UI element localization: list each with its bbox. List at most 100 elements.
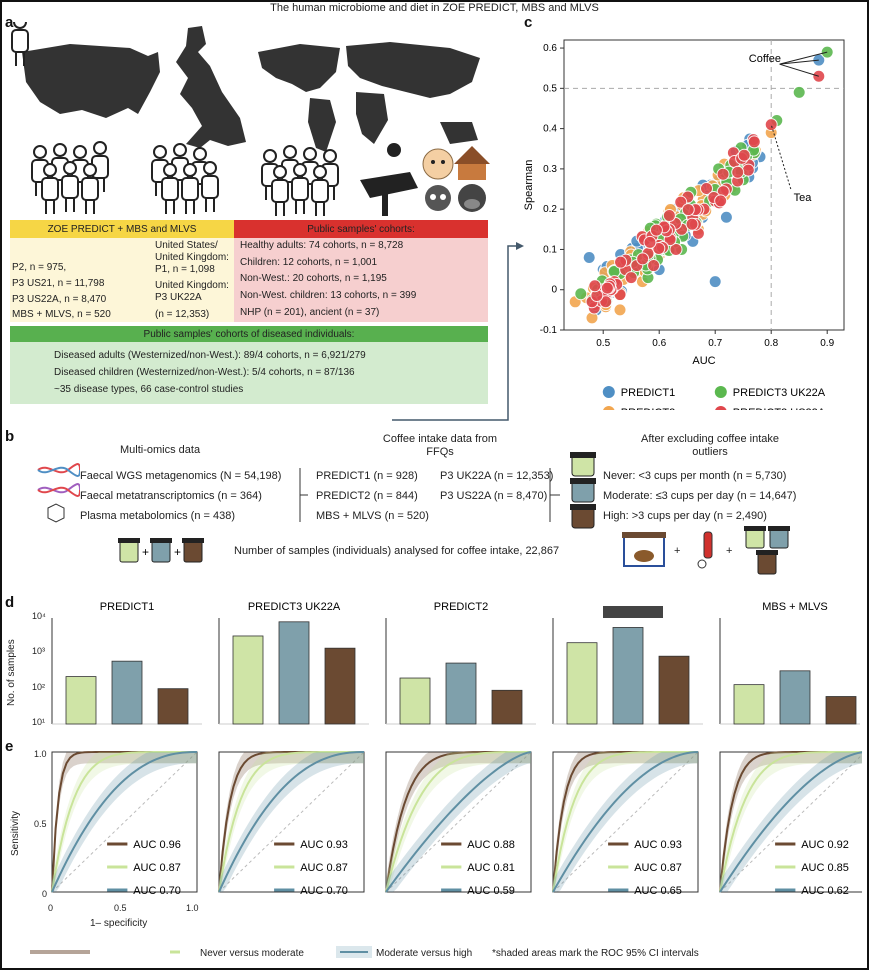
- scatter-point: [647, 259, 661, 273]
- coffee-title-2: FFQs: [426, 446, 454, 458]
- coffee-cups-group-icon: [744, 526, 790, 575]
- x-axis-label: AUC: [692, 355, 715, 367]
- bar-chart-title: MBS + MLVS: [762, 601, 828, 613]
- panel-e-letter: e: [5, 738, 14, 755]
- roc-legend-label: AUC 0.93: [634, 839, 682, 851]
- scatter-point: [643, 235, 657, 249]
- scatter-axes: [563, 39, 845, 331]
- bar: [232, 635, 264, 725]
- excl-line: High: >3 cups per day (n = 2,490): [603, 510, 767, 522]
- roc-xtick: 0: [48, 903, 54, 913]
- public-header-box: [234, 220, 488, 238]
- stool-sample-icon: [622, 532, 666, 567]
- world-map-icon: [258, 42, 480, 152]
- scatter-point: [737, 148, 751, 162]
- zoe-line: United Kingdom:: [155, 252, 229, 263]
- bar: [111, 660, 143, 725]
- x-tick-label: 0.9: [820, 338, 834, 349]
- roc-legend-label: AUC 0.88: [467, 839, 515, 851]
- bar: [278, 621, 310, 725]
- roc-legend-label: AUC 0.81: [467, 862, 515, 874]
- roc-curve: [719, 751, 862, 893]
- roc-ci-band: [720, 752, 862, 892]
- bar-ytick: 10³: [32, 646, 46, 656]
- legend-label: PREDICT3 UK22A: [733, 387, 826, 399]
- bar-ytick: 10⁴: [32, 611, 46, 621]
- roc-xtick: 1.0: [186, 903, 199, 913]
- y-tick-label: 0: [551, 285, 557, 296]
- x-tick-label: 0.8: [764, 338, 778, 349]
- bar: [399, 677, 431, 725]
- scatter-point: [574, 287, 588, 301]
- scatter-point: [613, 303, 627, 317]
- bar: [779, 670, 811, 725]
- roc-legend-label: AUC 0.85: [801, 862, 849, 874]
- tea-pointer: [770, 124, 792, 190]
- coffee-line: PREDICT1 (n = 928): [316, 470, 418, 482]
- roc-curve: [218, 751, 364, 893]
- cup-sum-icon: + +: [118, 538, 204, 563]
- coffee-line: P3 US22A (n = 8,470): [440, 490, 548, 502]
- scatter-point: [747, 135, 761, 149]
- diseased-line: ~35 disease types, 66 case-control studi…: [54, 384, 244, 395]
- diseased-box: [10, 342, 488, 404]
- scatter-point: [600, 281, 614, 295]
- legend-marker: [714, 386, 727, 398]
- x-tick-label: 0.6: [652, 338, 666, 349]
- roc-curve: [385, 751, 532, 893]
- scatter-point: [741, 163, 755, 177]
- scatter-point: [588, 279, 602, 293]
- x-tick-label: 0.7: [708, 338, 722, 349]
- legend-swatches: [30, 950, 180, 954]
- figure-title: The human microbiome and diet in ZOE PRE…: [270, 2, 599, 14]
- bar: [825, 696, 857, 725]
- bar: [445, 662, 477, 725]
- skull-icon: [425, 185, 451, 211]
- roc-xtick: 0.5: [114, 903, 127, 913]
- multiomics-line: Faecal metatranscriptomics (n = 364): [80, 490, 262, 502]
- roc-curve: [385, 751, 532, 893]
- zoe-header-box: [10, 220, 234, 238]
- roc-legend-label: AUC 0.87: [133, 862, 181, 874]
- zoe-line: (n = 12,353): [155, 309, 210, 320]
- roc-legend-label: AUC 0.59: [467, 885, 515, 897]
- roc-xlabel: 1– specificity: [90, 918, 148, 929]
- roc-legend-label: AUC 0.70: [133, 885, 181, 897]
- bar: [157, 688, 189, 725]
- bar-chart-title: PREDICT3 UK22A: [248, 601, 341, 613]
- scatter-point: [582, 251, 596, 264]
- roc-legend-label: AUC 0.87: [634, 862, 682, 874]
- panel-d-letter: d: [5, 594, 15, 611]
- diseased-line: Diseased adults (Westernized/non-West.):…: [54, 350, 366, 361]
- dentist-icon: [360, 143, 418, 216]
- bar: [65, 676, 97, 725]
- scatter-point: [636, 252, 650, 266]
- us-map-icon: [22, 44, 160, 118]
- roc-legend-label: AUC 0.92: [801, 839, 849, 851]
- coffee-pointer: [779, 59, 819, 65]
- multiomics-line: Faecal WGS metagenomics (N = 54,198): [80, 470, 282, 482]
- scatter-point: [681, 203, 695, 217]
- bar-chart-title: PREDICT1: [100, 601, 154, 613]
- legend-marker: [603, 406, 615, 410]
- y-tick-label: 0.5: [543, 83, 557, 94]
- scatter-point: [599, 295, 613, 309]
- scatter-point: [700, 181, 714, 195]
- zoe-line: P3 UK22A: [155, 292, 202, 303]
- legend-never-moderate: Never versus moderate: [200, 948, 304, 959]
- scatter-point: [714, 194, 728, 208]
- legend-marker: [715, 406, 727, 410]
- legend-note: *shaded areas mark the ROC 95% CI interv…: [492, 948, 699, 959]
- roc-curve: [552, 751, 699, 893]
- public-line: NHP (n = 201), ancient (n = 37): [240, 307, 380, 318]
- roc-ytick: 1.0: [34, 749, 47, 759]
- roc-curve: [51, 751, 197, 893]
- plus-sign: +: [674, 545, 681, 557]
- svg-text:+: +: [174, 545, 181, 559]
- y-tick-label: 0.6: [543, 43, 557, 54]
- legend-marker: [602, 386, 615, 398]
- bracket-1: [299, 468, 308, 522]
- scatter-point: [685, 217, 699, 231]
- roc-curve: [51, 751, 198, 893]
- roc-ci-band: [720, 752, 862, 892]
